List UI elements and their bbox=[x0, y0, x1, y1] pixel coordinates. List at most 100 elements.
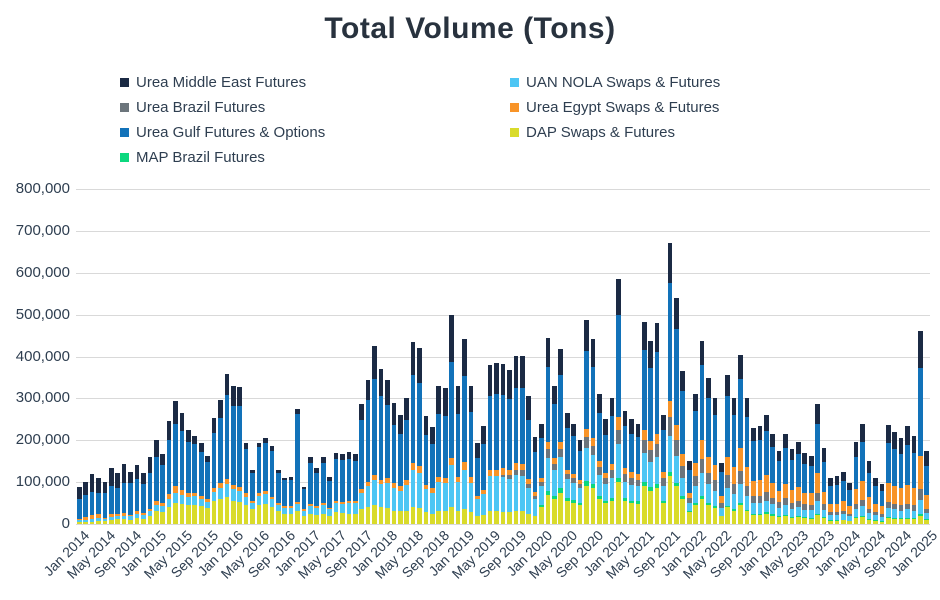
bar-segment[interactable] bbox=[699, 341, 705, 365]
bar-segment[interactable] bbox=[263, 443, 268, 492]
bar-segment[interactable] bbox=[622, 481, 628, 499]
bar-segment[interactable] bbox=[577, 505, 583, 524]
bar-segment[interactable] bbox=[320, 463, 326, 504]
bar-segment[interactable] bbox=[436, 385, 442, 415]
bar-segment[interactable] bbox=[359, 489, 365, 493]
bar-segment[interactable] bbox=[250, 500, 255, 503]
bar-segment[interactable] bbox=[738, 378, 743, 448]
bar-segment[interactable] bbox=[513, 463, 519, 470]
bar-segment[interactable] bbox=[603, 434, 609, 473]
bar-segment[interactable] bbox=[802, 504, 808, 510]
bar-segment[interactable] bbox=[468, 512, 474, 524]
bar-segment[interactable] bbox=[83, 520, 88, 522]
bar-segment[interactable] bbox=[706, 503, 711, 506]
bar-segment[interactable] bbox=[757, 439, 763, 480]
bar-segment[interactable] bbox=[577, 488, 583, 503]
bar-segment[interactable] bbox=[320, 513, 326, 524]
bar-segment[interactable] bbox=[648, 450, 653, 463]
bar-segment[interactable] bbox=[76, 519, 82, 523]
bar-segment[interactable] bbox=[340, 513, 345, 524]
bar-segment[interactable] bbox=[96, 514, 101, 519]
bar-segment[interactable] bbox=[898, 518, 904, 524]
bar-segment[interactable] bbox=[378, 396, 384, 481]
bar-segment[interactable] bbox=[519, 463, 525, 471]
bar-segment[interactable] bbox=[519, 475, 525, 512]
bar-segment[interactable] bbox=[641, 486, 647, 524]
bar-segment[interactable] bbox=[475, 515, 480, 524]
bar-segment[interactable] bbox=[796, 487, 801, 501]
bar-segment[interactable] bbox=[770, 514, 775, 516]
bar-segment[interactable] bbox=[892, 518, 897, 524]
bar-segment[interactable] bbox=[853, 441, 859, 458]
bar-segment[interactable] bbox=[796, 500, 801, 507]
bar-segment[interactable] bbox=[250, 473, 255, 501]
bar-segment[interactable] bbox=[648, 341, 653, 368]
bar-segment[interactable] bbox=[211, 433, 217, 488]
bar-segment[interactable] bbox=[96, 518, 101, 521]
bar-segment[interactable] bbox=[192, 444, 198, 493]
bar-segment[interactable] bbox=[250, 509, 255, 524]
bar-segment[interactable] bbox=[109, 467, 114, 487]
bar-segment[interactable] bbox=[808, 455, 814, 467]
bar-segment[interactable] bbox=[128, 516, 133, 520]
bar-segment[interactable] bbox=[635, 423, 641, 437]
bar-segment[interactable] bbox=[847, 483, 853, 491]
bar-segment[interactable] bbox=[821, 504, 827, 510]
legend-item[interactable]: DAP Swaps & Futures bbox=[510, 120, 720, 145]
bar-segment[interactable] bbox=[770, 515, 775, 524]
bar-segment[interactable] bbox=[288, 506, 294, 509]
bar-segment[interactable] bbox=[205, 455, 210, 463]
bar-segment[interactable] bbox=[173, 503, 178, 524]
bar-segment[interactable] bbox=[507, 475, 512, 479]
bar-segment[interactable] bbox=[603, 472, 609, 478]
bar-segment[interactable] bbox=[346, 500, 352, 504]
bar-segment[interactable] bbox=[738, 447, 743, 471]
bar-segment[interactable] bbox=[121, 515, 127, 519]
bar-segment[interactable] bbox=[603, 419, 609, 435]
bar-segment[interactable] bbox=[571, 482, 576, 500]
bar-segment[interactable] bbox=[218, 483, 223, 489]
bar-segment[interactable] bbox=[552, 498, 557, 524]
bar-segment[interactable] bbox=[282, 477, 287, 481]
bar-segment[interactable] bbox=[417, 382, 422, 467]
bar-segment[interactable] bbox=[860, 506, 865, 517]
bar-segment[interactable] bbox=[436, 511, 442, 524]
bar-segment[interactable] bbox=[873, 511, 878, 516]
bar-segment[interactable] bbox=[699, 496, 705, 499]
bar-segment[interactable] bbox=[654, 457, 660, 485]
bar-segment[interactable] bbox=[558, 375, 564, 443]
bar-segment[interactable] bbox=[751, 513, 756, 515]
bar-segment[interactable] bbox=[712, 506, 718, 509]
bar-segment[interactable] bbox=[301, 487, 307, 490]
bar-segment[interactable] bbox=[301, 509, 307, 511]
bar-segment[interactable] bbox=[654, 484, 660, 489]
bar-segment[interactable] bbox=[751, 503, 756, 514]
bar-segment[interactable] bbox=[192, 495, 198, 506]
bar-segment[interactable] bbox=[616, 314, 621, 418]
bar-segment[interactable] bbox=[115, 472, 121, 488]
bar-segment[interactable] bbox=[263, 491, 268, 494]
bar-segment[interactable] bbox=[866, 518, 872, 520]
bar-segment[interactable] bbox=[577, 451, 583, 481]
bar-segment[interactable] bbox=[475, 443, 480, 458]
bar-segment[interactable] bbox=[417, 472, 422, 509]
bar-segment[interactable] bbox=[256, 493, 262, 496]
bar-segment[interactable] bbox=[134, 465, 140, 479]
bar-segment[interactable] bbox=[333, 459, 339, 501]
bar-segment[interactable] bbox=[860, 480, 865, 500]
bar-segment[interactable] bbox=[519, 355, 525, 389]
bar-segment[interactable] bbox=[738, 470, 743, 485]
bar-segment[interactable] bbox=[654, 444, 660, 458]
bar-segment[interactable] bbox=[263, 503, 268, 524]
bar-segment[interactable] bbox=[186, 505, 191, 524]
bar-segment[interactable] bbox=[179, 503, 185, 524]
bar-segment[interactable] bbox=[308, 462, 313, 504]
bar-segment[interactable] bbox=[680, 477, 686, 497]
bar-segment[interactable] bbox=[571, 423, 576, 437]
bar-segment[interactable] bbox=[121, 483, 127, 514]
bar-segment[interactable] bbox=[250, 470, 255, 474]
bar-segment[interactable] bbox=[430, 444, 435, 489]
bar-segment[interactable] bbox=[430, 513, 435, 524]
bar-segment[interactable] bbox=[243, 493, 249, 497]
bar-segment[interactable] bbox=[776, 450, 782, 462]
